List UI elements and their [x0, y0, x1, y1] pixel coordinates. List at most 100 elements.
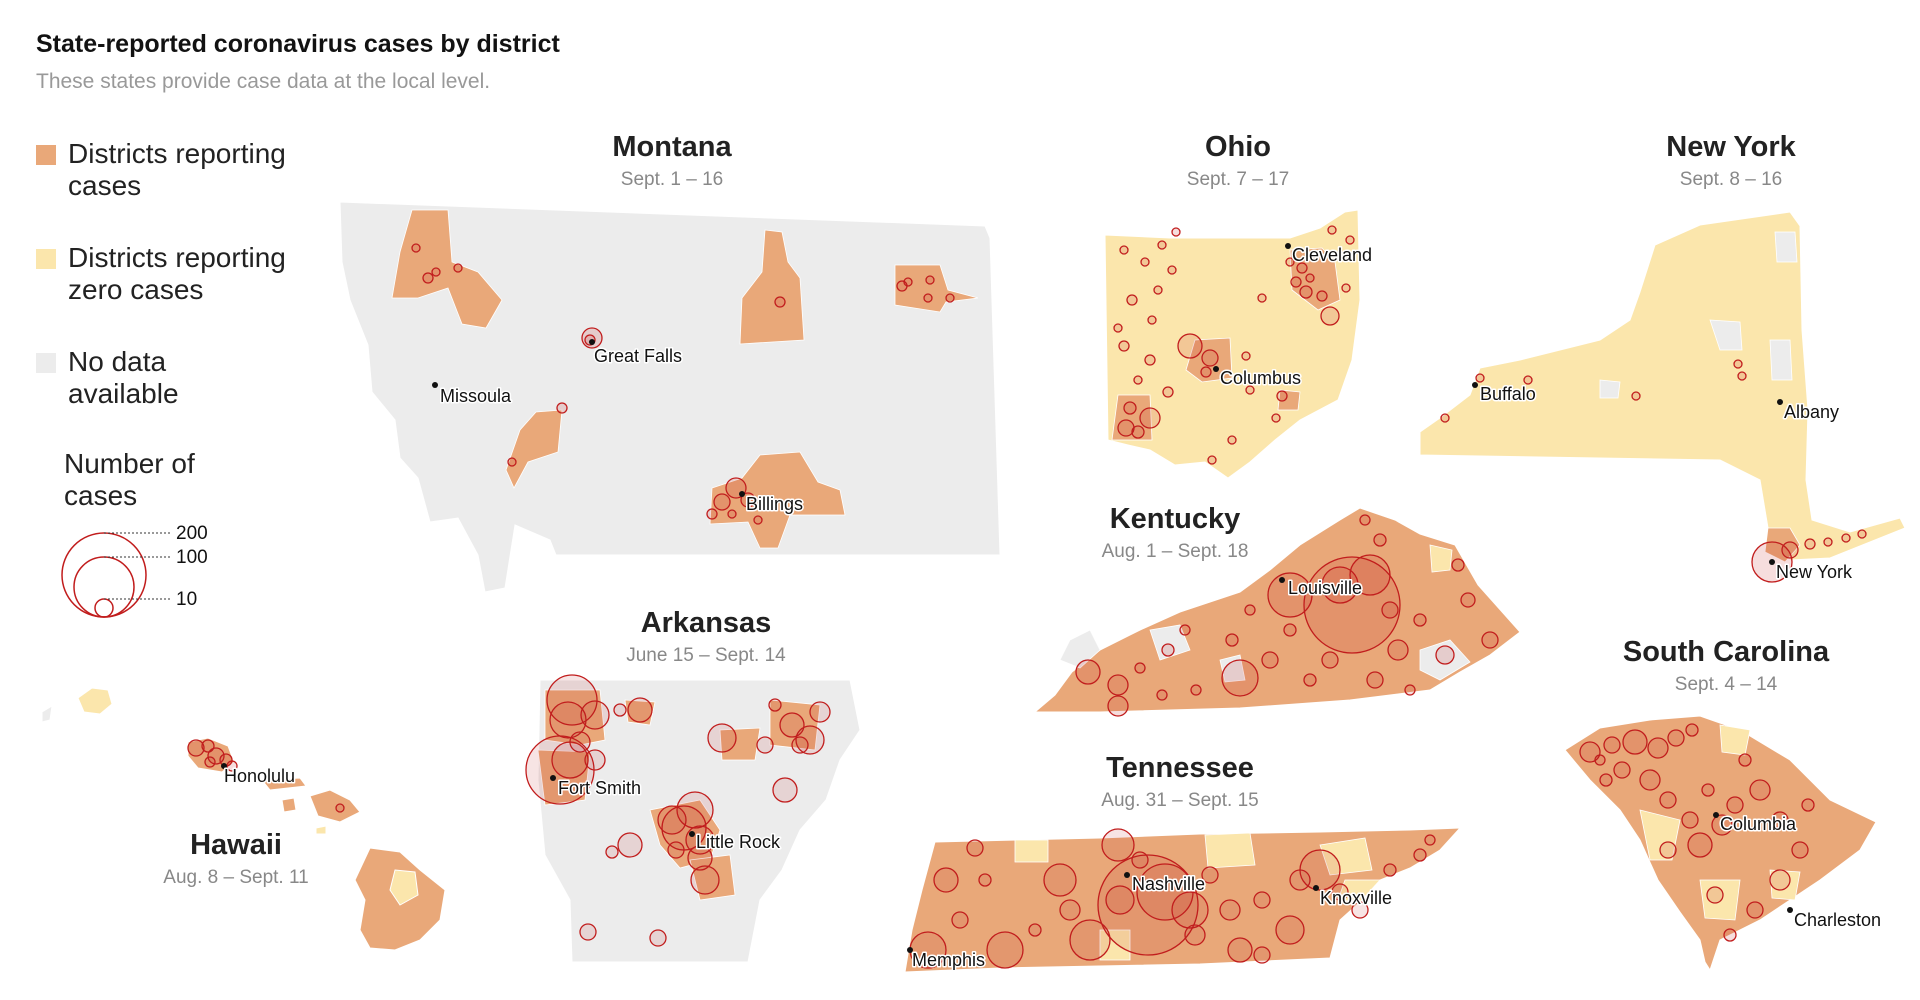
state-shape	[1564, 715, 1877, 972]
case-bubble	[1681, 811, 1699, 829]
case-bubble	[1290, 276, 1302, 288]
case-bubble	[1659, 791, 1677, 809]
state-bubbles	[1075, 514, 1499, 717]
case-bubble	[774, 296, 786, 308]
city-dot	[221, 763, 227, 769]
district-reporting	[709, 451, 846, 549]
state-shape	[1033, 507, 1521, 713]
state-name: Hawaii	[190, 829, 282, 861]
state-districts	[1639, 724, 1801, 921]
island-niihau	[41, 705, 53, 723]
case-bubble	[1345, 235, 1355, 245]
state-dates: Aug. 8 – Sept. 11	[163, 867, 308, 888]
case-bubble	[1737, 371, 1747, 381]
case-bubble	[933, 867, 959, 893]
case-bubble	[903, 277, 913, 287]
state-name: South Carolina	[1623, 636, 1830, 668]
case-bubble	[617, 832, 643, 858]
case-bubble	[556, 402, 568, 414]
case-bubble	[649, 929, 667, 947]
case-bubble	[657, 805, 687, 835]
city-label-louisville: Louisville	[1288, 578, 1362, 598]
case-bubble	[1523, 375, 1533, 385]
case-bubble	[756, 736, 774, 754]
case-bubble	[1706, 886, 1724, 904]
case-bubble	[1341, 283, 1351, 293]
case-bubble	[740, 492, 756, 508]
city-dot	[1713, 812, 1719, 818]
case-bubble	[1227, 937, 1253, 963]
island-kauai	[77, 687, 113, 715]
case-bubble	[1171, 891, 1209, 929]
state-tennessee: Tennessee Aug. 31 – Sept. 15	[904, 752, 1462, 973]
legend-swatch-reporting	[36, 145, 56, 165]
case-bubble	[1139, 407, 1161, 429]
case-bubble	[1723, 928, 1737, 942]
district-nodata	[1709, 319, 1743, 351]
case-bubble	[753, 515, 763, 525]
city-dot	[1787, 907, 1793, 913]
city-label-billings: Billings	[746, 494, 803, 514]
case-bubble	[204, 756, 216, 768]
case-bubble	[1781, 541, 1799, 559]
case-bubble	[1413, 613, 1427, 627]
island-lanai	[281, 797, 297, 813]
district-zero	[1429, 544, 1453, 573]
case-bubble	[986, 931, 1024, 969]
case-bubble	[1327, 225, 1337, 235]
city-dot	[550, 775, 556, 781]
case-bubble	[1105, 885, 1135, 915]
case-bubble	[1140, 257, 1150, 267]
city-dot	[689, 831, 695, 837]
case-bubble	[1190, 684, 1202, 696]
district-reporting	[1277, 389, 1301, 411]
case-bubble	[1157, 240, 1167, 250]
case-bubble	[707, 723, 737, 753]
state-name: Kentucky	[1110, 503, 1241, 535]
city-label-albany: Albany	[1784, 402, 1839, 422]
case-bubble	[1383, 863, 1397, 877]
case-bubble	[791, 736, 809, 754]
case-bubble	[1126, 294, 1138, 306]
case-bubble	[605, 845, 619, 859]
state-dates: Sept. 1 – 16	[621, 169, 723, 190]
case-bubble	[1299, 285, 1313, 299]
city-label-columbia: Columbia	[1720, 814, 1797, 834]
case-bubble	[1316, 290, 1328, 302]
case-bubble	[1579, 741, 1601, 763]
case-bubble	[507, 457, 517, 467]
state-name: Montana	[612, 131, 732, 163]
case-bubble	[795, 725, 825, 755]
case-bubble	[1153, 285, 1163, 295]
size-legend-label-10: 10	[176, 589, 197, 610]
case-bubble	[1413, 848, 1427, 862]
city-dot	[739, 491, 745, 497]
legend-label-reporting: Districts reporting cases	[68, 138, 286, 201]
size-legend-label-200: 200	[176, 525, 208, 544]
district-nodata	[1059, 629, 1101, 669]
case-bubble	[1101, 828, 1135, 862]
case-bubble	[1271, 413, 1281, 423]
case-bubble	[1440, 413, 1450, 423]
case-bubble	[779, 712, 805, 738]
case-bubble	[1622, 729, 1648, 755]
district-reporting	[1111, 394, 1153, 441]
case-bubble	[1667, 729, 1685, 747]
city-dot	[1285, 243, 1291, 249]
case-bubble	[768, 698, 782, 712]
city-dot	[1124, 872, 1130, 878]
state-districts	[1599, 231, 1798, 399]
case-bubble	[667, 841, 685, 859]
state-bubbles	[411, 243, 955, 525]
case-bubble	[1147, 315, 1157, 325]
case-bubble	[1481, 631, 1499, 649]
case-bubble	[1823, 537, 1833, 547]
state-dates: Aug. 31 – Sept. 15	[1101, 790, 1258, 811]
case-bubble	[1804, 538, 1816, 550]
case-bubble	[551, 741, 589, 779]
case-bubble	[1075, 659, 1101, 685]
legend-swatch-zero	[36, 249, 56, 269]
city-dot	[589, 339, 595, 345]
case-bubble	[1207, 455, 1217, 465]
district-nodata	[1774, 231, 1798, 263]
